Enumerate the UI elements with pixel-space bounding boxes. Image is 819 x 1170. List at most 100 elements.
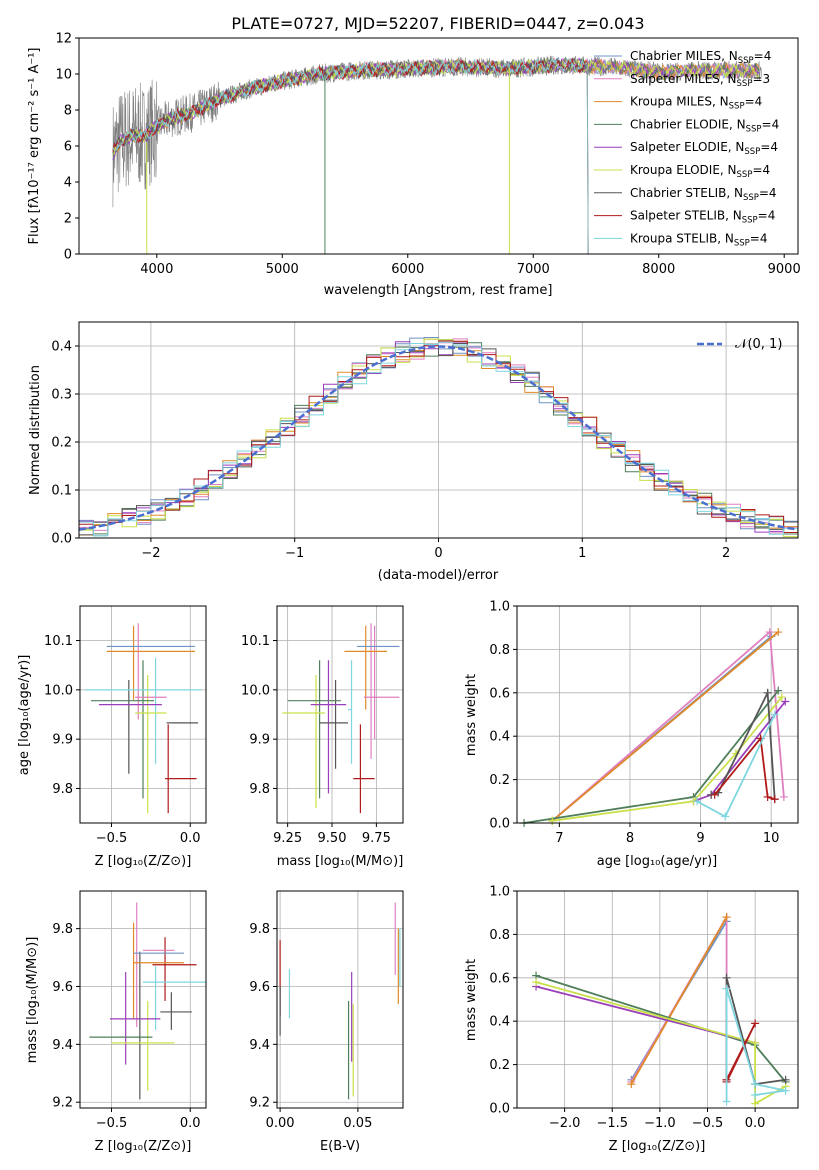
x-tick-label: 1 xyxy=(578,546,586,561)
normal-curve xyxy=(79,345,798,531)
legend-label: Chabrier STELIB, NSSP=4 xyxy=(630,186,777,203)
residual-panel: −2 −1 0 1 2 0.0 0.1 0.2 0.3 0.4 (data-model)/erro… xyxy=(28,321,799,583)
legend-count: =4 xyxy=(750,231,768,245)
y-tick-label: 10.0 xyxy=(241,683,270,698)
y-tick-label: 10.1 xyxy=(44,634,73,649)
x-tick-label: 8000 xyxy=(642,262,675,277)
y-tick-label: 8 xyxy=(64,104,72,119)
mass-weight-marker xyxy=(627,1080,636,1089)
mass-weight-vs-age-ylabel: mass weight xyxy=(464,674,479,756)
x-tick-label: 0.0 xyxy=(180,1116,201,1131)
mass-weight-marker xyxy=(779,792,788,801)
mass-weight-marker xyxy=(751,1090,760,1099)
legend-label: Kroupa ELODIE, NSSP=4 xyxy=(630,163,770,180)
mass-weight-line xyxy=(535,981,787,1106)
legend-label: Chabrier MILES, NSSP=4 xyxy=(630,49,771,66)
legend-label: Salpeter ELODIE, NSSP=4 xyxy=(630,140,778,157)
y-tick-label: 10.1 xyxy=(241,634,270,649)
y-tick-label: 0.0 xyxy=(51,532,72,547)
mass-weight-marker xyxy=(751,1080,760,1089)
y-tick-label: 10.0 xyxy=(44,683,73,698)
age-vs-mass-panel: 9.25 9.50 9.75 9.8 9.9 10.0 10.1 mass [log₁₀(M… xyxy=(241,605,404,869)
x-tick-label: 9 xyxy=(696,831,704,846)
legend-subscript: SSP xyxy=(743,193,759,203)
y-tick-label: 9.4 xyxy=(249,1038,270,1053)
x-tick-label: −0.5 xyxy=(96,831,128,846)
mass-weight-marker xyxy=(722,984,731,993)
x-tick-label: 7 xyxy=(555,831,563,846)
model-spectrum-kroupa-stelib xyxy=(112,58,589,254)
spectrum-ticks: 4000 5000 6000 7000 8000 9000 0 2 4 6 8 10 12 xyxy=(55,32,800,278)
legend-count: =4 xyxy=(745,95,763,109)
spectrum-ylabel: Flux [fλ10⁻¹⁷ erg cm⁻² s⁻¹ A⁻¹] xyxy=(27,48,42,245)
y-tick-label: 0.1 xyxy=(51,484,72,499)
y-tick-label: 0.6 xyxy=(489,686,510,701)
legend-count: =4 xyxy=(754,49,772,63)
age-vs-mass-xlabel: mass [log₁₀(M/M⊙)] xyxy=(277,854,404,869)
y-tick-label: 0.2 xyxy=(51,436,72,451)
mass-weight-marker xyxy=(781,697,790,706)
residual-curves xyxy=(79,337,798,538)
x-tick-label: −0.5 xyxy=(96,1116,128,1131)
figure-title: PLATE=0727, MJD=52207, FIBERID=0447, z=0… xyxy=(231,14,644,33)
y-tick-label: 0.0 xyxy=(489,1102,510,1117)
y-tick-label: 9.6 xyxy=(249,980,270,995)
y-tick-label: 0.4 xyxy=(489,730,510,745)
mass-weight-vs-Z-xlabel: Z [log₁₀(Z/Z⊙)] xyxy=(609,1139,706,1154)
mass-weight-line xyxy=(630,916,728,1085)
mass-weight-vs-age-axes-frame xyxy=(516,605,799,824)
mass-weight-marker xyxy=(693,797,702,806)
mass-weight-vs-Z-panel: −2.0 −1.5 −1.0 −0.5 0.0 0.0 0.2 0.4 0.6 0.8 1.0 Z … xyxy=(464,885,799,1154)
legend-count: =4 xyxy=(752,163,770,177)
mass-weight-marker xyxy=(722,1097,731,1106)
y-tick-label: 9.2 xyxy=(52,1096,73,1111)
age-vs-mass-ticks: 9.25 9.50 9.75 9.8 9.9 10.0 10.1 xyxy=(241,634,391,846)
x-tick-label: 9.75 xyxy=(362,831,391,846)
residual-ylabel: Normed distribution xyxy=(28,365,43,495)
mass-weight-marker xyxy=(777,693,786,702)
mass-weight-vs-Z-ylabel: mass weight xyxy=(464,959,479,1041)
mass-weight-marker xyxy=(722,913,731,922)
x-tick-label: 0.00 xyxy=(266,1116,295,1131)
residual-legend: 𝒩(0, 1) xyxy=(697,337,782,352)
legend-count: =4 xyxy=(760,140,778,154)
mass-weight-marker xyxy=(781,1075,790,1084)
mass-weight-marker xyxy=(751,1038,760,1047)
x-tick-label: 0.0 xyxy=(180,831,201,846)
mass-weight-vs-Z-plot-area xyxy=(517,890,798,1109)
legend-count: =4 xyxy=(762,117,780,131)
legend-count: =4 xyxy=(758,209,776,223)
y-tick-label: 9.8 xyxy=(249,922,270,937)
mass-vs-Z-plot-area xyxy=(80,891,206,1108)
mass-vs-Z-xlabel: Z [log₁₀(Z/Z⊙)] xyxy=(95,1139,192,1154)
x-tick-label: 10 xyxy=(763,831,780,846)
mass-weight-vs-Z-ticks: −2.0 −1.5 −1.0 −0.5 0.0 0.0 0.2 0.4 0.6 0.8 1.0 xyxy=(489,885,765,1132)
mass-weight-marker xyxy=(751,1019,760,1028)
x-tick-label: 9000 xyxy=(768,262,801,277)
x-tick-label: 9.50 xyxy=(318,831,347,846)
legend-subscript: SSP xyxy=(744,147,760,157)
mass-vs-Z-ticks: −0.5 0.0 9.2 9.4 9.6 9.8 xyxy=(52,922,200,1131)
age-vs-Z-axes-frame xyxy=(79,605,207,824)
spectrum-xlabel: wavelength [Angstrom, rest frame] xyxy=(324,283,553,298)
age-vs-Z-panel: −0.5 0.0 9.8 9.9 10.0 10.1 Z [log₁₀(Z/Z⊙)] ag… xyxy=(17,605,207,869)
x-tick-label: −2 xyxy=(141,546,160,561)
y-tick-label: 9.9 xyxy=(249,733,270,748)
x-tick-label: −1.0 xyxy=(644,1116,676,1131)
mass-weight-vs-age-panel: 7 8 9 10 0.0 0.2 0.4 0.6 0.8 1.0 age [log₁₀(age/y… xyxy=(464,600,799,869)
mass-weight-marker xyxy=(781,1086,790,1095)
x-tick-label: 2 xyxy=(722,546,730,561)
y-tick-label: 0.3 xyxy=(51,388,72,403)
spectrum-curves xyxy=(112,55,762,254)
x-tick-label: −2.0 xyxy=(549,1116,581,1131)
mass-vs-Z-ylabel: mass [log₁₀(M/M⊙)] xyxy=(25,937,40,1064)
y-tick-label: 9.6 xyxy=(52,980,73,995)
mass-weight-marker xyxy=(532,978,541,987)
mass-vs-Z-panel: −0.5 0.0 9.2 9.4 9.6 9.8 Z [log₁₀(Z/Z⊙)] mass… xyxy=(25,890,207,1154)
y-tick-label: 0.2 xyxy=(489,1058,510,1073)
y-tick-label: 12 xyxy=(55,32,72,47)
mass-weight-marker xyxy=(763,688,772,697)
y-tick-label: 9.4 xyxy=(52,1038,73,1053)
x-tick-label: 0 xyxy=(434,546,442,561)
